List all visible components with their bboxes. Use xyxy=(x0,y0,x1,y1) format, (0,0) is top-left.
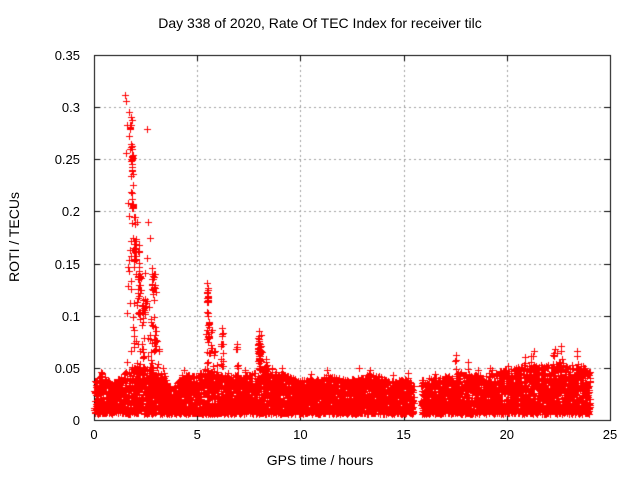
y-tick-label: 0 xyxy=(72,413,80,428)
x-tick-label: 5 xyxy=(193,427,201,442)
y-tick-label: 0.3 xyxy=(61,100,80,116)
x-tick-label: 15 xyxy=(396,427,411,442)
x-tick-label: 20 xyxy=(499,427,515,442)
y-tick-label: 0.25 xyxy=(54,152,80,168)
y-tick-label: 0.35 xyxy=(54,48,80,63)
x-tick-label: 0 xyxy=(90,427,98,442)
chart-title: Day 338 of 2020, Rate Of TEC Index for r… xyxy=(158,15,482,31)
y-tick-label: 0.05 xyxy=(54,360,80,376)
x-tick-label: 10 xyxy=(293,427,308,442)
y-tick-label: 0.1 xyxy=(61,308,80,324)
x-tick-label: 25 xyxy=(602,427,618,442)
y-tick-label: 0.15 xyxy=(54,256,80,272)
y-tick-label: 0.2 xyxy=(61,204,80,220)
x-axis-label: GPS time / hours xyxy=(266,452,374,468)
y-axis-label: ROTI / TECUs xyxy=(6,192,22,282)
